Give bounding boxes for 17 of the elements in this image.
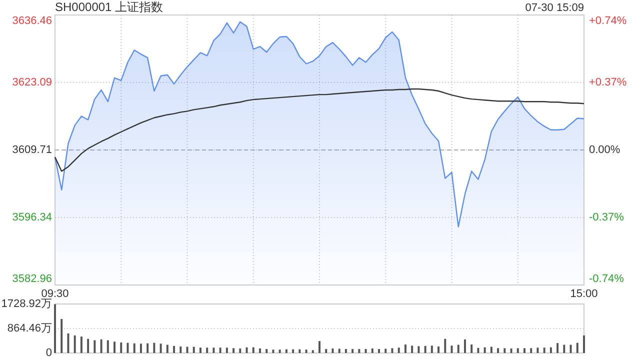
- chart-title: SH000001 上证指数: [55, 0, 164, 14]
- y-tick-label: 864.46万: [7, 322, 52, 334]
- y-tick-label: 3609.71: [12, 144, 52, 156]
- y-tick-label: 3623.09: [12, 76, 52, 88]
- y2-tick-label: -0.37%: [589, 211, 624, 224]
- y-tick-label: 3636.46: [12, 14, 52, 27]
- x-tick-label: 15:00: [570, 288, 598, 300]
- x-tick-label: 09:30: [41, 288, 69, 300]
- y2-tick-label: +0.37%: [589, 76, 627, 88]
- y2-tick-label: -0.74%: [589, 272, 624, 285]
- y-tick-label: 1728.92万: [1, 298, 52, 310]
- y2-tick-label: 0.00%: [589, 144, 620, 156]
- y-tick-label: 3596.34: [12, 211, 52, 224]
- text: 07-30 15:09: [525, 2, 584, 14]
- y2-tick-label: +0.74%: [589, 14, 627, 27]
- y-tick-label: 3582.96: [12, 272, 52, 285]
- y-tick-label: 0: [46, 346, 52, 359]
